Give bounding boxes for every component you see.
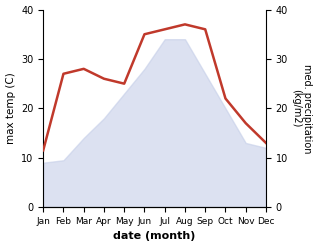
X-axis label: date (month): date (month) bbox=[114, 231, 196, 242]
Y-axis label: max temp (C): max temp (C) bbox=[5, 72, 16, 144]
Y-axis label: med. precipitation
(kg/m2): med. precipitation (kg/m2) bbox=[291, 64, 313, 153]
